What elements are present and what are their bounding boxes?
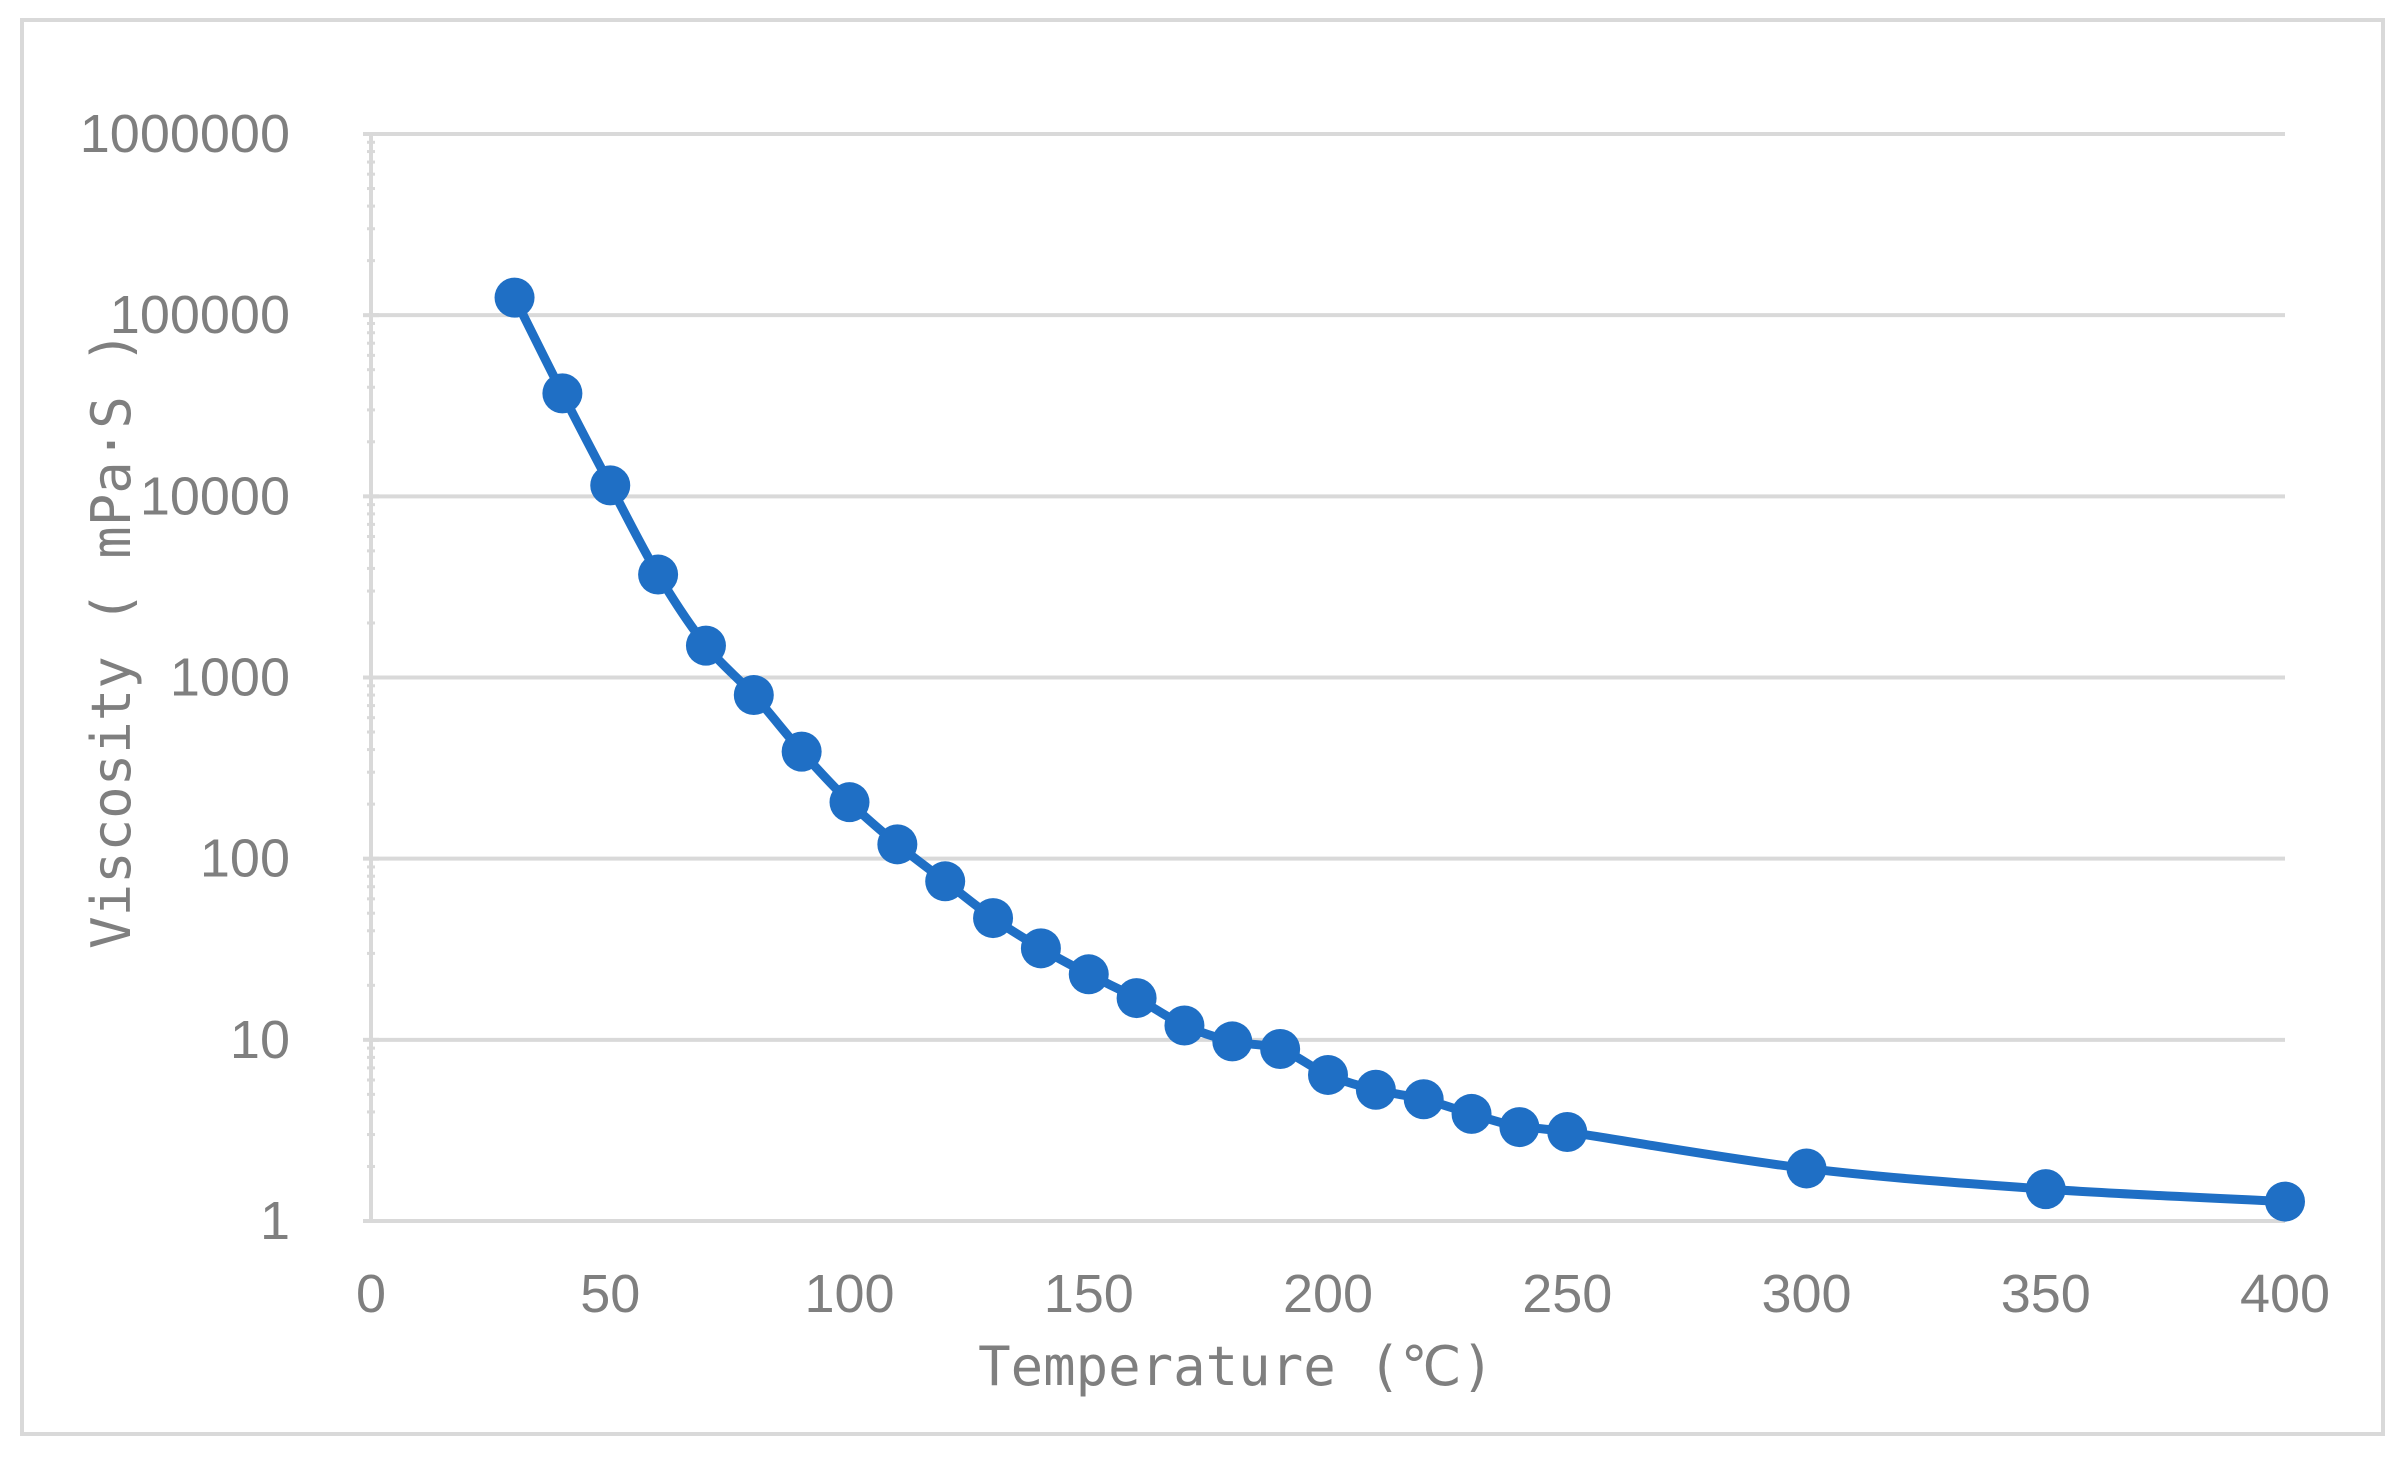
y-tick-label: 1000000 — [80, 104, 290, 164]
data-point — [1020, 928, 1061, 969]
y-tick-label: 1 — [260, 1191, 290, 1251]
axes — [363, 132, 2285, 1223]
data-point — [1499, 1107, 1540, 1148]
x-tick-label: 100 — [804, 1264, 894, 1324]
x-tick-label: 50 — [580, 1264, 640, 1324]
y-axis-title: Viscosity ( mPa·S ) — [80, 331, 143, 949]
y-tick-label: 100 — [200, 829, 290, 889]
data-point — [1260, 1029, 1301, 1070]
grid-lines — [371, 132, 2285, 1042]
x-axis-title: Temperature (℃) — [978, 1335, 1494, 1398]
data-point — [638, 554, 679, 595]
data-point — [829, 782, 870, 823]
y-tick-label: 1000 — [170, 648, 290, 708]
data-point — [1786, 1148, 1827, 1189]
series-line — [510, 293, 2290, 1207]
x-tick-label: 150 — [1044, 1264, 1134, 1324]
y-tick-label: 10000 — [140, 466, 290, 526]
x-tick-label: 0 — [356, 1264, 386, 1324]
data-point — [685, 625, 726, 666]
data-point — [1547, 1111, 1588, 1152]
data-point — [877, 824, 918, 865]
x-tick-label: 400 — [2240, 1264, 2330, 1324]
data-point — [494, 277, 535, 318]
data-point — [1355, 1069, 1396, 1110]
data-point — [973, 898, 1014, 939]
data-point — [1116, 978, 1157, 1019]
data-point — [542, 373, 583, 414]
data-point — [733, 675, 774, 716]
y-tick-label: 100000 — [110, 285, 290, 345]
data-point — [925, 861, 966, 902]
data-point — [1308, 1054, 1348, 1095]
x-tick-label: 350 — [2001, 1264, 2091, 1324]
data-point — [590, 465, 631, 506]
chart-frame — [20, 18, 2385, 1436]
data-point — [1403, 1079, 1444, 1120]
tick-labels: 1 10 100 1000 10000 100000 1000000 0 50 100 150 200… — [80, 104, 2330, 1324]
x-tick-label: 300 — [1761, 1264, 1851, 1324]
data-point — [781, 731, 822, 772]
data-point — [1451, 1093, 1492, 1134]
x-tick-label: 250 — [1522, 1264, 1612, 1324]
data-point — [1068, 954, 1109, 995]
data-point — [1212, 1021, 1253, 1062]
y-tick-label: 10 — [230, 1010, 290, 1070]
data-point — [1164, 1005, 1205, 1046]
data-point — [2265, 1181, 2305, 1222]
data-point — [2025, 1169, 2066, 1210]
data-series — [494, 277, 2305, 1222]
x-tick-label: 200 — [1283, 1264, 1373, 1324]
